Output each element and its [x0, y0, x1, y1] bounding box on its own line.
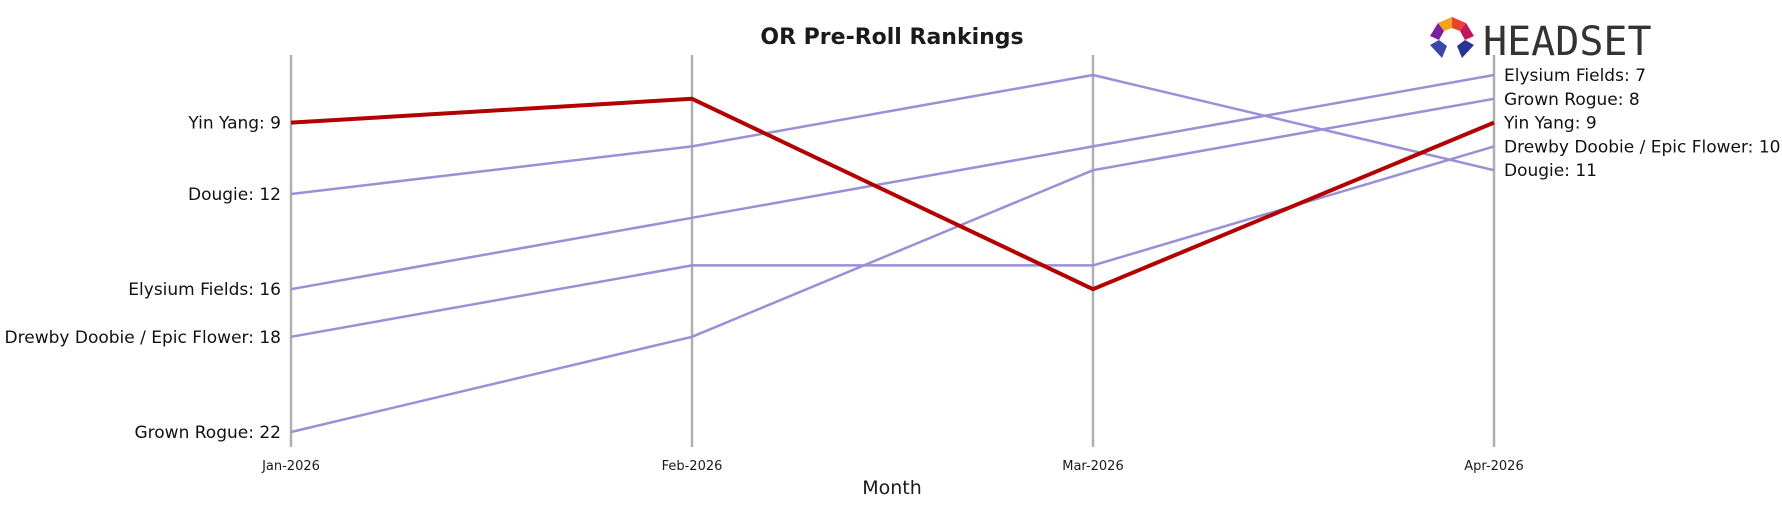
series-line-yin-yang — [290, 96, 1495, 292]
start-labels: Yin Yang: 9 Dougie: 12 Elysium Fields: 16 D… — [5, 114, 281, 443]
start-label-grown-rogue: Grown Rogue: 22 — [134, 423, 281, 443]
end-label-drewby-doobie-epic-flower: Drewby Doobie / Epic Flower: 10 — [1504, 137, 1780, 157]
series-lines — [290, 73, 1495, 434]
series-line-grown-rogue — [290, 97, 1495, 434]
start-label-dougie: Dougie: 12 — [188, 185, 281, 205]
x-tick-labels: Jan-2026 Feb-2026 Mar-2026 Apr-2026 — [261, 459, 1524, 474]
start-label-yin-yang: Yin Yang: 9 — [187, 114, 281, 134]
x-tick-feb-2026: Feb-2026 — [662, 459, 723, 474]
series-line-elysium-fields — [290, 73, 1495, 291]
series-line-drewby-doobie-epic-flower — [290, 145, 1495, 339]
chart-title: OR Pre-Roll Rankings — [760, 25, 1023, 50]
x-tick-mar-2026: Mar-2026 — [1062, 459, 1123, 474]
end-label-elysium-fields: Elysium Fields: 7 — [1504, 66, 1646, 86]
headset-logo: HEADSET — [1430, 17, 1652, 65]
x-tick-jan-2026: Jan-2026 — [261, 459, 320, 474]
series-line-dougie — [290, 73, 1495, 196]
end-label-yin-yang: Yin Yang: 9 — [1503, 114, 1597, 134]
start-label-drewby-doobie-epic-flower: Drewby Doobie / Epic Flower: 18 — [5, 328, 281, 348]
start-label-elysium-fields: Elysium Fields: 16 — [128, 280, 281, 300]
end-label-grown-rogue: Grown Rogue: 8 — [1504, 90, 1640, 110]
headset-logo-text: HEADSET — [1483, 19, 1652, 65]
headset-logo-mark-icon — [1430, 17, 1474, 58]
x-axis-label: Month — [862, 477, 922, 499]
end-label-dougie: Dougie: 11 — [1504, 161, 1597, 181]
x-tick-apr-2026: Apr-2026 — [1464, 459, 1523, 474]
month-axis-lines — [289, 55, 1496, 447]
end-labels: Elysium Fields: 7 Grown Rogue: 8 Yin Yang:… — [1503, 66, 1780, 181]
